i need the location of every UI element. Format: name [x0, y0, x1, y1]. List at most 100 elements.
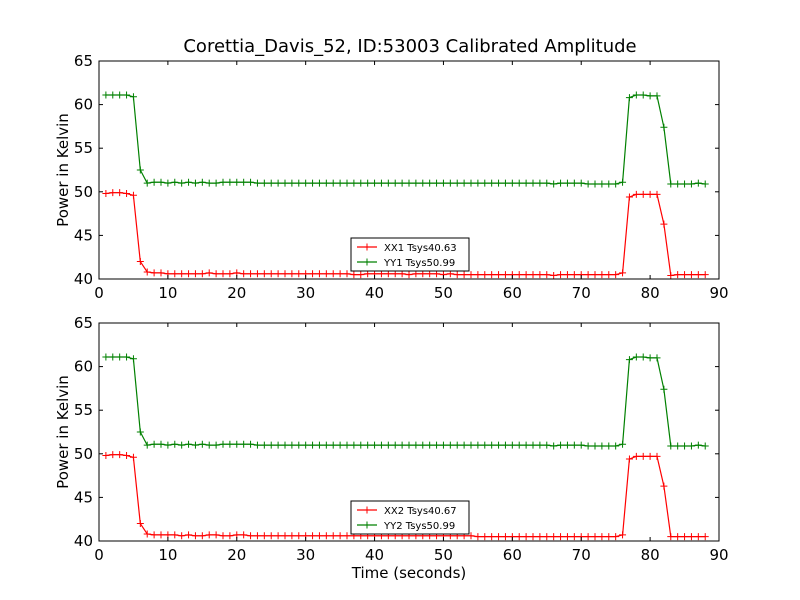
data-point	[219, 178, 227, 186]
data-point	[322, 270, 330, 278]
data-point	[405, 441, 413, 449]
data-point	[412, 179, 420, 187]
data-point	[605, 442, 613, 450]
data-point	[694, 179, 702, 187]
data-point	[584, 442, 592, 450]
data-point	[674, 442, 682, 450]
data-point	[384, 441, 392, 449]
data-point	[212, 179, 220, 187]
data-point	[343, 441, 351, 449]
data-point	[660, 123, 668, 131]
data-point	[281, 441, 289, 449]
data-point	[109, 91, 117, 99]
data-point	[377, 441, 385, 449]
data-point	[143, 530, 151, 538]
data-point	[219, 532, 227, 540]
x-tick-label: 80	[641, 546, 660, 564]
data-point	[570, 533, 578, 541]
data-point	[570, 441, 578, 449]
data-point	[495, 179, 503, 187]
data-point	[508, 179, 516, 187]
x-tick-label: 50	[434, 546, 453, 564]
data-point	[109, 451, 117, 459]
data-point	[322, 441, 330, 449]
legend-label: YY1 Tsys50.99	[383, 258, 455, 269]
data-point	[625, 455, 633, 463]
data-point	[322, 532, 330, 540]
y-tick-label: 65	[74, 314, 93, 332]
data-point	[557, 533, 565, 541]
data-point	[536, 533, 544, 541]
data-point	[529, 533, 537, 541]
data-point	[247, 532, 255, 540]
data-point	[557, 271, 565, 279]
data-point	[536, 271, 544, 279]
data-point	[660, 220, 668, 228]
data-point	[253, 270, 261, 278]
data-point	[123, 190, 131, 198]
data-point	[646, 92, 654, 100]
data-point	[481, 533, 489, 541]
data-point	[295, 270, 303, 278]
data-point	[329, 532, 337, 540]
subplot-bottom: 0 10 20 30 40 50 60 70 80 90 40 45 50 55 60 65 Power in …	[54, 314, 729, 582]
data-point	[536, 441, 544, 449]
data-point	[515, 533, 523, 541]
legend-label: XX1 Tsys40.63	[384, 243, 457, 254]
data-point	[501, 271, 509, 279]
data-point	[143, 268, 151, 276]
data-point	[233, 178, 241, 186]
data-point	[129, 93, 137, 101]
data-point	[481, 179, 489, 187]
data-point	[150, 531, 158, 539]
data-point	[598, 442, 606, 450]
data-point	[191, 532, 199, 540]
x-tick-label: 20	[227, 546, 246, 564]
data-point	[563, 441, 571, 449]
y-tick-label: 55	[74, 401, 93, 419]
data-point	[605, 180, 613, 188]
data-point	[178, 179, 186, 187]
subplot-top: 0 10 20 30 40 50 60 70 80 90 40 45 50 55 60 65 Power in …	[54, 52, 729, 302]
data-point	[612, 271, 620, 279]
data-point	[522, 533, 530, 541]
data-point	[495, 533, 503, 541]
y-tick-label: 50	[74, 183, 93, 201]
data-point	[550, 442, 558, 450]
data-point	[336, 441, 344, 449]
data-point	[570, 271, 578, 279]
data-point	[543, 179, 551, 187]
data-point	[329, 441, 337, 449]
data-point	[488, 533, 496, 541]
data-point	[433, 179, 441, 187]
data-point	[253, 179, 261, 187]
data-point	[481, 271, 489, 279]
data-point	[453, 179, 461, 187]
data-point	[639, 353, 647, 361]
data-point	[157, 440, 165, 448]
data-point	[123, 452, 131, 460]
x-tick-label: 60	[503, 284, 522, 302]
x-tick-label: 0	[94, 284, 104, 302]
data-point	[398, 179, 406, 187]
data-point	[632, 353, 640, 361]
data-point	[260, 270, 268, 278]
data-point	[143, 179, 151, 187]
axes-frame	[98, 322, 720, 542]
data-point	[336, 532, 344, 540]
x-tick-label: 30	[296, 284, 315, 302]
data-point	[701, 442, 709, 450]
x-tick-label: 50	[434, 284, 453, 302]
data-point	[336, 270, 344, 278]
data-point	[102, 353, 110, 361]
data-point	[260, 532, 268, 540]
data-point	[336, 179, 344, 187]
data-point	[267, 532, 275, 540]
data-point	[681, 533, 689, 541]
x-axis-label: Time (seconds)	[351, 564, 467, 582]
data-point	[274, 441, 282, 449]
data-point	[591, 533, 599, 541]
data-point	[102, 91, 110, 99]
data-point	[129, 191, 137, 199]
data-point	[446, 179, 454, 187]
